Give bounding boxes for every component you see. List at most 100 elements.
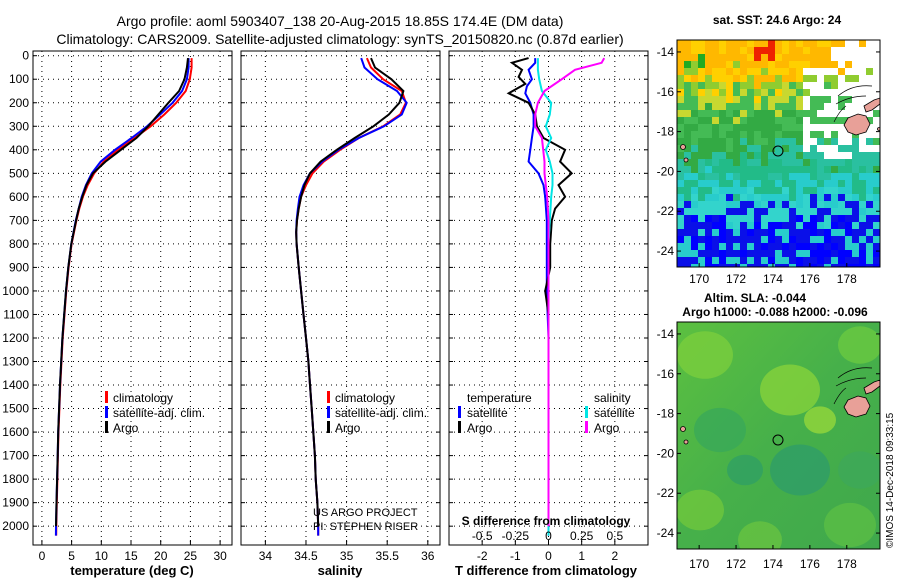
sst-cell	[705, 145, 712, 152]
sla-blob	[677, 331, 733, 379]
sst-cell	[684, 222, 691, 229]
sst-cell	[754, 187, 761, 194]
sst-cell	[824, 82, 831, 89]
sst-cell	[824, 173, 831, 180]
sst-cell	[747, 229, 754, 236]
sst-cell	[859, 173, 866, 180]
sst-cell	[726, 40, 733, 47]
sst-cell	[677, 152, 684, 159]
sst-cell	[719, 152, 726, 159]
sst-cell	[747, 173, 754, 180]
depth-axis-ticks: 0 100 200 300 400 500 600 700 800 900 1000 1100 1200…	[2, 49, 29, 533]
sst-cell	[803, 236, 810, 243]
sst-cell	[740, 257, 747, 264]
sst-cell	[782, 180, 789, 187]
sst-cell	[775, 124, 782, 131]
sst-cell	[754, 75, 761, 82]
sst-cell	[761, 82, 768, 89]
project-note: US ARGO PROJECT	[313, 507, 418, 519]
sst-cell	[817, 138, 824, 145]
sst-cell	[754, 54, 761, 61]
sst-cell	[747, 124, 754, 131]
sst-cell	[712, 180, 719, 187]
sst-cell	[698, 250, 705, 257]
sst-cell	[691, 40, 698, 47]
sst-cell	[803, 264, 810, 267]
map-y-tick-label: -14	[657, 45, 675, 59]
sst-cell	[803, 54, 810, 61]
sst-cell	[768, 110, 775, 117]
sst-cell	[712, 187, 719, 194]
sst-cell	[859, 257, 866, 264]
sst-cell	[726, 180, 733, 187]
sst-cell	[677, 47, 684, 54]
salinity-xlabel: salinity	[318, 563, 364, 578]
sst-cell	[817, 187, 824, 194]
sst-cell	[775, 117, 782, 124]
sst-cell	[761, 208, 768, 215]
sst-cell	[838, 159, 845, 166]
sst-cell	[691, 194, 698, 201]
sst-cell	[838, 250, 845, 257]
sst-cell	[789, 82, 796, 89]
sst-cell	[796, 180, 803, 187]
sst-cell	[705, 40, 712, 47]
sst-cell	[684, 152, 691, 159]
sst-cell	[691, 117, 698, 124]
sst-cell	[684, 201, 691, 208]
sst-cell	[740, 264, 747, 267]
map-y-tick-label: -22	[657, 486, 675, 500]
sst-cell	[796, 89, 803, 96]
depth-tick-label: 900	[9, 260, 29, 274]
sst-cell	[712, 54, 719, 61]
sst-cell	[789, 173, 796, 180]
sst-cell	[796, 173, 803, 180]
sst-cell	[712, 96, 719, 103]
island-1	[680, 144, 686, 150]
sst-cell	[789, 194, 796, 201]
sst-cell	[796, 75, 803, 82]
sst-cell	[796, 208, 803, 215]
sst-cell	[747, 61, 754, 68]
sst-cell	[852, 145, 859, 152]
sst-cell	[684, 250, 691, 257]
difference-legend-temperature: temperature satellite Argo	[458, 391, 532, 435]
sst-cell	[726, 103, 733, 110]
sst-cell	[852, 75, 859, 82]
sst-cell	[810, 194, 817, 201]
sst-cell	[761, 103, 768, 110]
sst-cell	[684, 236, 691, 243]
sst-cell	[831, 131, 838, 138]
x-tick-label: 0	[39, 549, 46, 563]
map-y-tick-label: -24	[657, 244, 675, 258]
sst-cell	[831, 243, 838, 250]
sst-cell	[824, 243, 831, 250]
sst-cell	[754, 236, 761, 243]
sst-cell	[803, 194, 810, 201]
sst-cell	[838, 222, 845, 229]
sst-cell	[747, 110, 754, 117]
depth-tick-label: 100	[9, 72, 29, 86]
depth-tick-label: 1700	[2, 449, 29, 463]
sst-cell	[866, 152, 873, 159]
sst-cell	[789, 222, 796, 229]
sst-cell	[789, 250, 796, 257]
argo-profile-marker	[772, 145, 784, 157]
sst-cell	[733, 194, 740, 201]
sst-cell	[677, 54, 684, 61]
sst-cell	[782, 222, 789, 229]
sst-cell	[775, 47, 782, 54]
sst-cell	[705, 54, 712, 61]
sst-map-panel: sat. SST: 24.6 Argo: 24 170 172 174 176 178 -…	[657, 13, 881, 286]
sst-cell	[775, 229, 782, 236]
sst-cell	[747, 236, 754, 243]
map-x-tick-label: 172	[726, 272, 746, 286]
sst-cell	[789, 208, 796, 215]
sst-cell	[761, 257, 768, 264]
sst-cell	[726, 264, 733, 267]
sst-cell	[719, 103, 726, 110]
sst-cell	[705, 229, 712, 236]
sst-cell	[789, 89, 796, 96]
sst-cell	[754, 194, 761, 201]
sst-cell	[698, 75, 705, 82]
